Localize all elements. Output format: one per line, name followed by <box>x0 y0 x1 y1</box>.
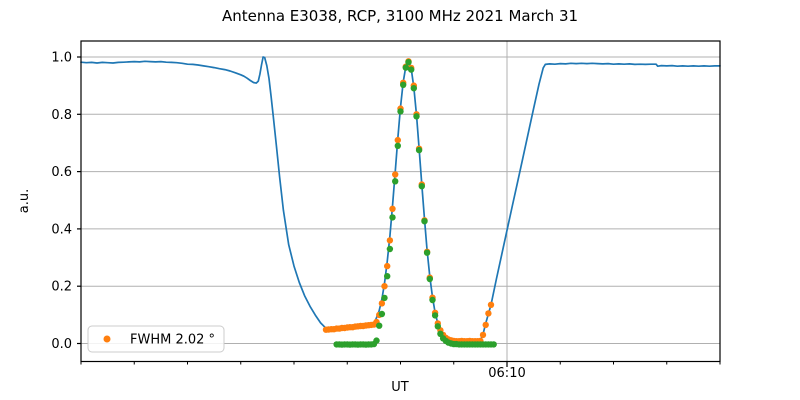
data-point <box>482 321 489 329</box>
signal-line <box>80 56 721 343</box>
y-axis-label: a.u. <box>17 189 32 213</box>
legend-frame <box>87 325 225 353</box>
axis-ticks-group <box>77 56 721 367</box>
tick-labels-group: 0.0 0.2 0.4 0.6 0.8 1.0 <box>51 51 72 353</box>
data-point <box>485 310 492 317</box>
legend-marker-icon <box>103 335 111 343</box>
fit-point <box>408 66 415 73</box>
data-point <box>386 237 394 244</box>
fit-point <box>376 322 383 329</box>
y-tick-label: 0.4 <box>51 222 72 237</box>
fit-point <box>490 341 497 348</box>
data-point <box>389 205 396 212</box>
fit-point <box>421 218 428 225</box>
fit-point <box>423 249 431 256</box>
plot-border <box>80 40 721 363</box>
legend: FWHM 2.02 ° <box>87 325 225 353</box>
data-point <box>392 171 399 178</box>
fit-point <box>426 275 433 283</box>
legend-label: FWHM 2.02 ° <box>130 333 215 348</box>
fit-point <box>378 310 386 318</box>
y-tick-label: 0.8 <box>51 108 72 123</box>
fit-points-series <box>333 59 497 348</box>
data-points-series <box>322 58 495 345</box>
fit-point <box>384 273 391 280</box>
fit-point <box>410 85 417 92</box>
fit-point <box>381 294 388 302</box>
fit-point <box>413 113 420 120</box>
data-point <box>394 136 401 144</box>
gridlines-group <box>81 41 720 362</box>
fit-point <box>389 214 396 221</box>
fit-point <box>418 183 425 190</box>
fit-point <box>400 81 407 89</box>
data-point <box>487 301 495 308</box>
y-tick-label: 1.0 <box>51 51 72 66</box>
fit-point <box>386 245 394 253</box>
fit-point <box>431 312 439 319</box>
x-major-tick-label: 06:10 <box>488 366 525 381</box>
data-point <box>479 331 487 339</box>
fit-point <box>415 146 423 154</box>
fit-point <box>429 296 436 304</box>
fit-point <box>392 178 399 185</box>
fit-point <box>434 323 441 330</box>
fit-point <box>405 59 412 66</box>
x-axis-label: UT <box>391 380 409 395</box>
y-tick-label: 0.0 <box>51 337 72 352</box>
data-point <box>384 262 391 270</box>
y-tick-label: 0.2 <box>51 280 72 295</box>
signal-line-series <box>80 56 721 343</box>
y-tick-label: 0.6 <box>51 165 72 180</box>
fit-point <box>397 108 404 115</box>
data-point <box>381 283 388 290</box>
data-point <box>378 300 386 307</box>
fit-point <box>402 64 409 71</box>
fit-point <box>394 142 401 149</box>
fit-point <box>373 337 380 344</box>
chart-title: Antenna E3038, RCP, 3100 MHz 2021 March … <box>222 7 578 25</box>
